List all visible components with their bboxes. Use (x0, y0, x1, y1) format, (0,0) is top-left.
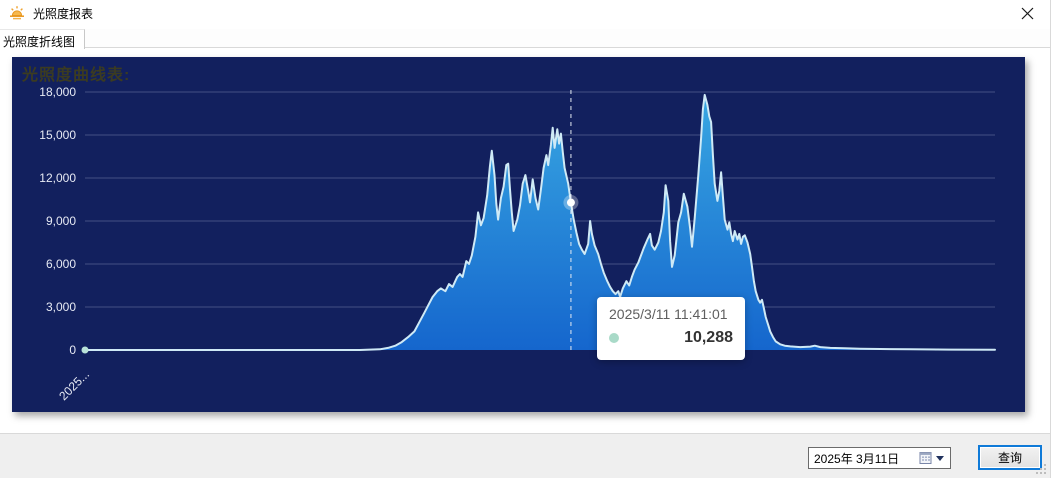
dropdown-arrow-icon[interactable] (936, 455, 944, 461)
tooltip-value: 10,288 (684, 329, 733, 346)
tab-label: 光照度折线图 (3, 35, 76, 49)
y-tick-label: 3,000 (46, 300, 76, 314)
close-icon (1021, 7, 1033, 19)
y-tick-label: 6,000 (46, 257, 76, 271)
hover-marker (566, 198, 575, 207)
y-tick-label: 15,000 (39, 128, 76, 142)
y-tick-label: 18,000 (39, 85, 76, 99)
y-tick-label: 12,000 (39, 171, 76, 185)
x-tick-label: 2025... (56, 367, 92, 403)
tooltip-series-dot (609, 333, 619, 343)
date-picker[interactable]: 2025年 3月11日 (808, 447, 951, 469)
window-title: 光照度报表 (33, 6, 94, 21)
close-button[interactable] (1012, 2, 1042, 24)
tab-line-chart[interactable]: 光照度折线图 (0, 29, 86, 49)
chart-title: 光照度曲线表: (22, 67, 131, 84)
area-fill (85, 94, 995, 351)
date-picker-value: 2025年 3月11日 (814, 451, 900, 466)
title-bar: 光照度报表 (0, 0, 1050, 26)
footer-bar: 2025年 3月11日 查询 (0, 433, 1050, 478)
chart-panel: 光照度曲线表: 0 3,000 6,000 9,000 12,000 15,000 18,0… (12, 57, 1025, 412)
illuminance-line-chart[interactable]: 0 3,000 6,000 9,000 12,000 15,000 18,000 2025..… (12, 57, 1025, 412)
query-button-label: 查询 (997, 451, 1022, 465)
query-button[interactable]: 查询 (978, 445, 1042, 470)
series-start-dot (81, 346, 89, 354)
calendar-icon (919, 452, 932, 464)
series-line (84, 93, 996, 351)
sun-icon (10, 6, 24, 20)
chart-tooltip: 2025/3/11 11:41:01 10,288 (597, 297, 745, 360)
resize-grip[interactable] (1036, 464, 1047, 475)
tooltip-datetime: 2025/3/11 11:41:01 (609, 306, 728, 322)
y-tick-label: 9,000 (46, 214, 76, 228)
y-tick-label: 0 (69, 343, 76, 357)
tab-strip: 光照度折线图 (0, 29, 1050, 49)
